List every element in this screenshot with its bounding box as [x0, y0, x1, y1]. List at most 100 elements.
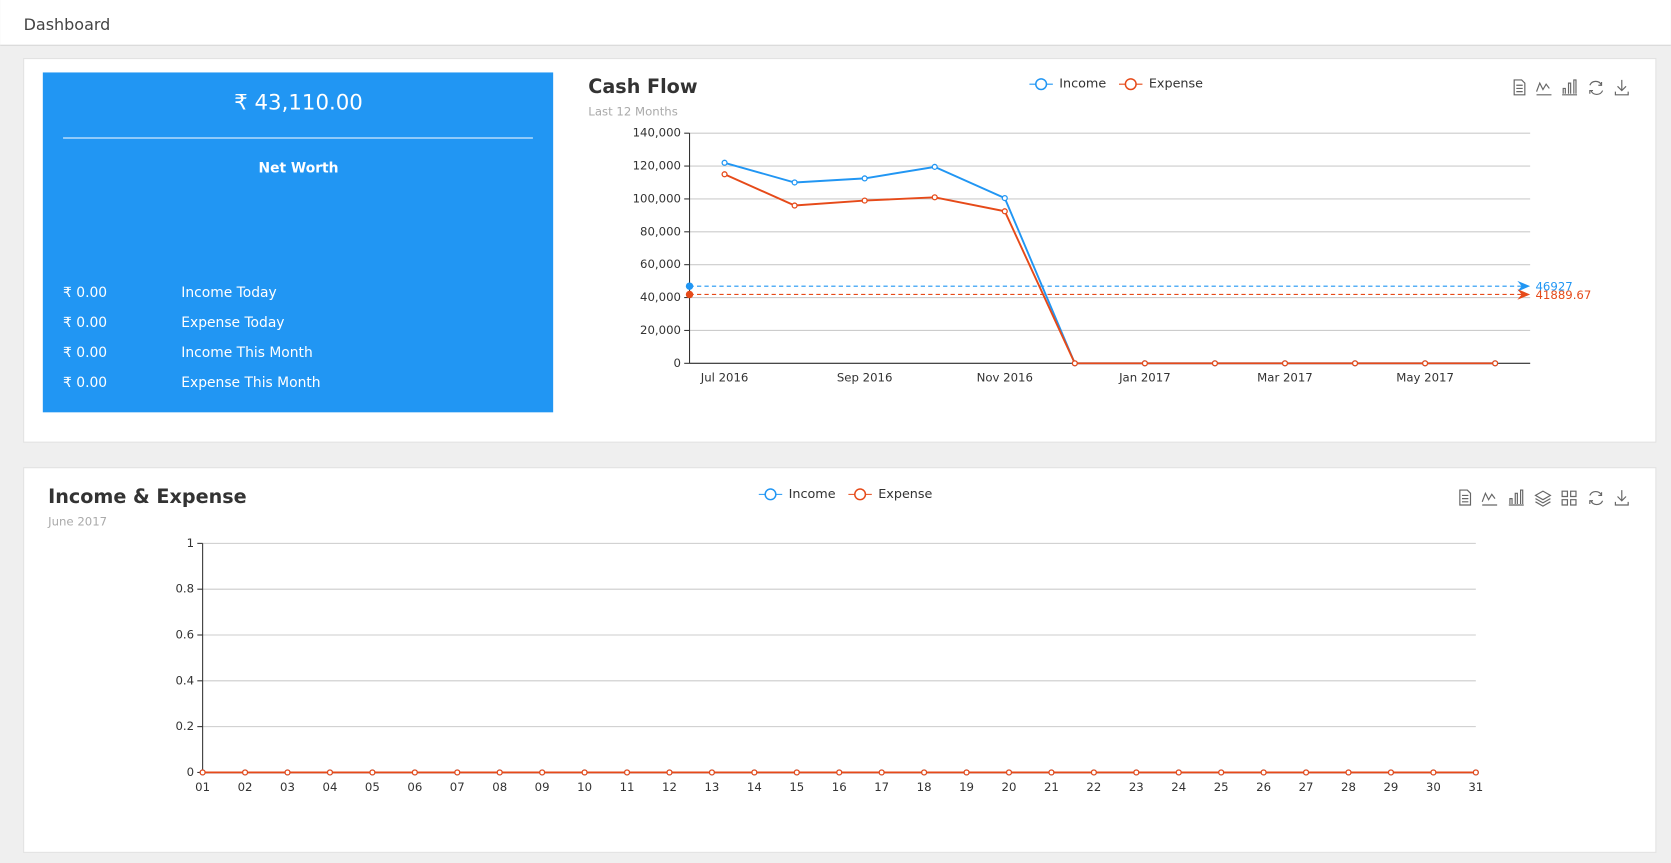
row-label: Expense Today	[181, 315, 284, 331]
x-tick-label: 08	[492, 780, 507, 794]
average-start	[685, 282, 694, 290]
x-tick-label: 20	[1002, 780, 1017, 794]
point	[623, 769, 631, 776]
point	[1005, 769, 1013, 776]
point	[931, 163, 938, 170]
toolbox-icon[interactable]	[1589, 80, 1604, 95]
point	[1492, 360, 1499, 367]
x-tick-label: 27	[1299, 780, 1314, 794]
x-tick-label: 16	[832, 780, 847, 794]
row-amount: ₹ 0.00	[63, 285, 107, 301]
legend-label: Expense	[1149, 77, 1203, 92]
point	[963, 769, 970, 776]
row-amount: ₹ 0.00	[63, 345, 107, 361]
row-label: Income Today	[181, 285, 276, 301]
average-arrow	[1517, 289, 1531, 300]
point	[791, 179, 798, 186]
point	[241, 769, 249, 776]
toolbox-icon[interactable]	[1561, 490, 1577, 506]
point	[496, 769, 503, 776]
x-tick-label: 30	[1426, 780, 1441, 794]
y-tick-label: 0.2	[175, 719, 194, 733]
x-tick-label: 13	[704, 780, 719, 794]
point	[581, 769, 588, 776]
x-tick-label: 29	[1383, 780, 1398, 794]
point	[878, 769, 885, 776]
header-title: Dashboard	[24, 15, 111, 34]
toolbox-icon[interactable]	[1614, 79, 1629, 96]
point	[284, 769, 291, 776]
summary-panel	[42, 72, 554, 413]
legend-label: Income	[789, 487, 836, 502]
x-tick-label: 03	[280, 780, 295, 794]
toolbox-icon[interactable]	[1513, 79, 1526, 96]
toolbox-icon[interactable]	[1534, 490, 1552, 507]
y-tick-label: 40,000	[640, 290, 681, 304]
x-tick-label: 19	[959, 780, 974, 794]
card	[23, 467, 1657, 853]
x-tick-label: Jan 2017	[1118, 371, 1171, 385]
x-tick-label: 09	[535, 780, 550, 794]
x-tick-label: 06	[407, 780, 422, 794]
point	[836, 769, 843, 776]
x-tick-label: 26	[1256, 780, 1271, 794]
x-tick-label: Sep 2016	[837, 371, 893, 385]
point	[931, 194, 938, 201]
point	[1133, 769, 1140, 776]
point	[411, 769, 418, 776]
point	[721, 171, 728, 178]
point	[1211, 360, 1219, 367]
row-amount: ₹ 0.00	[63, 315, 107, 331]
toolbox-icon[interactable]	[1536, 81, 1552, 96]
x-tick-label: 15	[789, 780, 804, 794]
y-tick-label: 100,000	[633, 191, 681, 205]
point	[1387, 769, 1395, 776]
point	[791, 202, 798, 209]
toolbox-icon[interactable]	[1589, 491, 1604, 506]
point	[1141, 360, 1148, 367]
toolbox-icon[interactable]	[1614, 490, 1629, 506]
y-tick-label: 0.4	[175, 673, 194, 687]
x-tick-label: 04	[322, 780, 337, 794]
point	[1260, 769, 1267, 776]
y-tick-label: 80,000	[640, 224, 681, 238]
x-tick-label: Nov 2016	[977, 371, 1033, 385]
x-tick-label: 17	[874, 780, 889, 794]
point	[921, 769, 928, 776]
net-worth-label: Net Worth	[259, 160, 339, 176]
toolbox-icon[interactable]	[1562, 79, 1578, 96]
chart-title: Cash Flow	[588, 75, 698, 98]
row-label: Expense This Month	[181, 375, 320, 391]
legend-symbol	[764, 488, 777, 501]
y-tick-label: 0	[187, 765, 194, 779]
point	[1048, 769, 1055, 776]
y-tick-label: 0	[674, 356, 681, 370]
toolbox	[1459, 79, 1629, 507]
x-tick-label: 10	[577, 780, 592, 794]
toolbox-icon[interactable]	[1508, 489, 1524, 506]
row-amount: ₹ 0.00	[63, 375, 107, 391]
point	[454, 769, 461, 776]
x-tick-label: 25	[1214, 780, 1229, 794]
y-tick-label: 0.8	[175, 582, 194, 596]
x-tick-label: 01	[195, 780, 210, 794]
point	[1175, 769, 1182, 776]
point	[326, 769, 334, 776]
point	[708, 769, 715, 776]
legend-symbol	[854, 488, 867, 501]
point	[793, 769, 800, 776]
chart-subtitle: Last 12 Months	[588, 104, 678, 118]
x-tick-label: 21	[1044, 780, 1059, 794]
toolbox-icon[interactable]	[1459, 489, 1472, 506]
y-tick-label: 1	[187, 536, 194, 550]
point	[1421, 360, 1429, 367]
net-worth: ₹ 43,110.00	[234, 90, 363, 115]
x-tick-label: 24	[1171, 780, 1186, 794]
x-tick-label: Jul 2016	[700, 371, 749, 385]
point	[1090, 769, 1097, 776]
point	[861, 197, 868, 204]
x-tick-label: 31	[1468, 780, 1483, 794]
point	[721, 159, 728, 166]
toolbox-icon[interactable]	[1481, 491, 1498, 506]
